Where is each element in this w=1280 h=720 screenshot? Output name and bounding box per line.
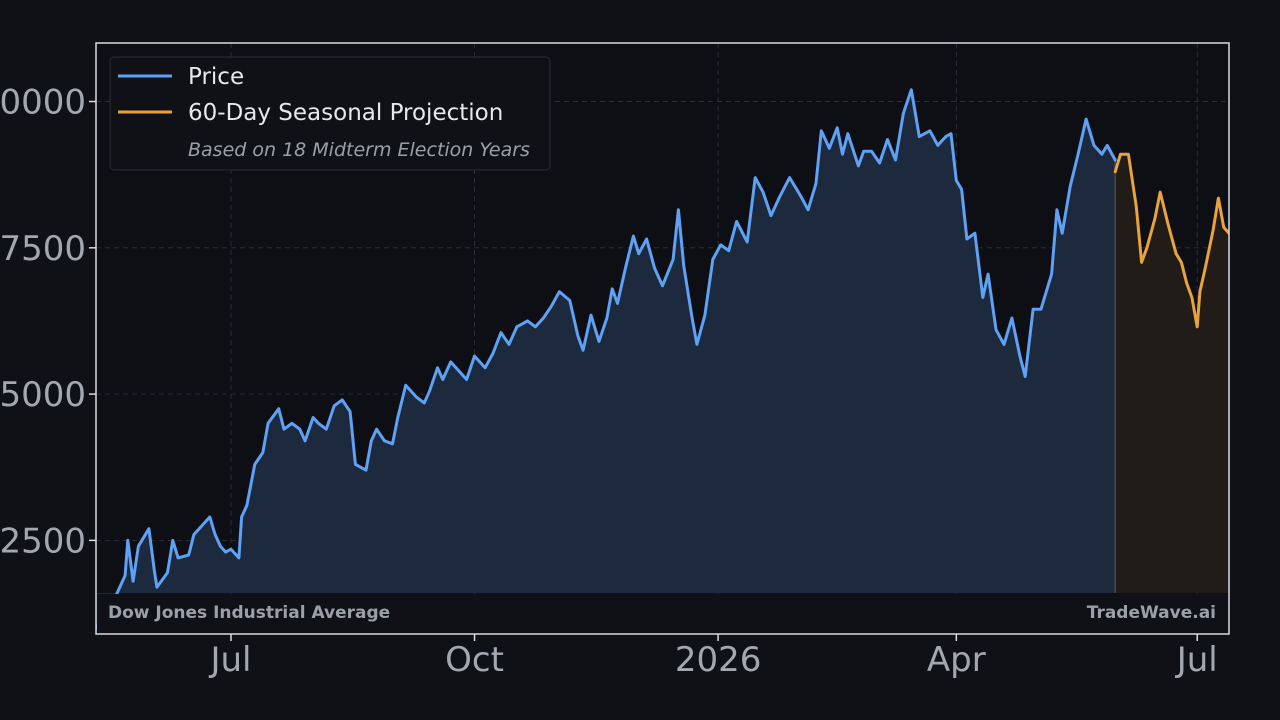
footer-right-label: TradeWave.ai: [1087, 603, 1216, 623]
area-price: [96, 89, 1116, 629]
legend-label-projection: 60-Day Seasonal Projection: [188, 100, 503, 126]
x-tick-label: Jul: [1175, 640, 1218, 680]
footer-band: [97, 594, 1228, 633]
x-tick-label: Jul: [208, 640, 251, 680]
x-tick-label: 2026: [675, 640, 762, 680]
y-axis: 2500 5000 7500 0000: [0, 83, 96, 561]
footer-left-label: Dow Jones Industrial Average: [108, 603, 390, 623]
series-line-price: [96, 88, 1117, 630]
area-projection: [1115, 154, 1229, 593]
y-tick-label: 7500: [0, 229, 86, 269]
series-line-projection: [1113, 152, 1229, 329]
y-tick-label: 0000: [0, 83, 86, 123]
legend-note: Based on 18 Midterm Election Years: [188, 139, 530, 161]
legend-box: [109, 56, 551, 171]
x-tick-label: Apr: [927, 640, 986, 680]
x-tick-label: Oct: [445, 640, 504, 680]
series-areas: [96, 89, 1229, 629]
y-tick-label: 2500: [0, 521, 86, 561]
x-axis: Jul Oct 2026 Apr Jul: [208, 634, 1218, 680]
legend-label-price: Price: [188, 64, 244, 90]
y-tick-label: 5000: [0, 375, 86, 415]
series-lines: [96, 88, 1229, 630]
legend: Price 60-Day Seasonal Projection Based o…: [109, 56, 551, 171]
plot-frame: [95, 42, 1230, 635]
